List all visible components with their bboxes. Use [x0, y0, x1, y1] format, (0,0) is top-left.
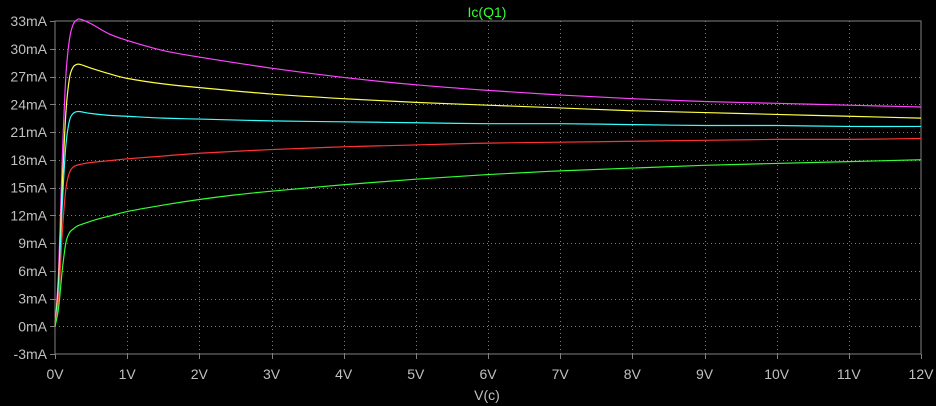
- x-tick-label: 1V: [119, 366, 137, 382]
- x-tick-label: 0V: [46, 366, 64, 382]
- plot-area: [54, 20, 922, 355]
- x-tick-label: 12V: [909, 366, 935, 382]
- series-line-3: [54, 110, 922, 327]
- y-tick-label: 3mA: [18, 291, 47, 307]
- y-tick-label: -3mA: [14, 346, 48, 362]
- x-axis-label: V(c): [474, 387, 500, 403]
- series-line-2: [54, 63, 922, 327]
- x-tick-label: 6V: [479, 366, 497, 382]
- y-tick-label: 15mA: [10, 180, 47, 196]
- chart-title: Ic(Q1): [468, 4, 507, 20]
- x-tick-label: 11V: [837, 366, 862, 382]
- x-tick-label: 3V: [263, 366, 281, 382]
- y-tick-label: 33mA: [10, 13, 47, 29]
- grid-lines: [55, 21, 921, 354]
- x-tick-label: 7V: [552, 366, 570, 382]
- series-line-1: [54, 18, 922, 327]
- y-tick-label: 30mA: [10, 41, 47, 57]
- y-tick-label: 18mA: [10, 152, 47, 168]
- y-tick-label: 21mA: [10, 124, 47, 140]
- y-tick-label: 0mA: [18, 318, 47, 334]
- series-group: [54, 18, 922, 327]
- x-tick-label: 5V: [407, 366, 425, 382]
- series-line-5: [54, 159, 922, 327]
- x-axis-ticks: 0V 1V 2V 3V 4V 5V 6V 7V 8V 9V 10V 11V 12V: [46, 354, 934, 382]
- x-tick-label: 8V: [624, 366, 642, 382]
- y-tick-label: 27mA: [10, 69, 47, 85]
- y-axis-ticks: -3mA 0mA 3mA 6mA 9mA 12mA 15mA 18mA 21mA 24mA 27mA…: [10, 13, 55, 362]
- series-line-4: [54, 137, 922, 327]
- x-tick-label: 10V: [764, 366, 790, 382]
- x-tick-label: 9V: [696, 366, 714, 382]
- y-tick-label: 9mA: [18, 235, 47, 251]
- y-tick-label: 6mA: [18, 263, 47, 279]
- x-tick-label: 4V: [335, 366, 353, 382]
- y-tick-label: 12mA: [10, 207, 47, 223]
- y-tick-label: 24mA: [10, 96, 47, 112]
- x-tick-label: 2V: [191, 366, 209, 382]
